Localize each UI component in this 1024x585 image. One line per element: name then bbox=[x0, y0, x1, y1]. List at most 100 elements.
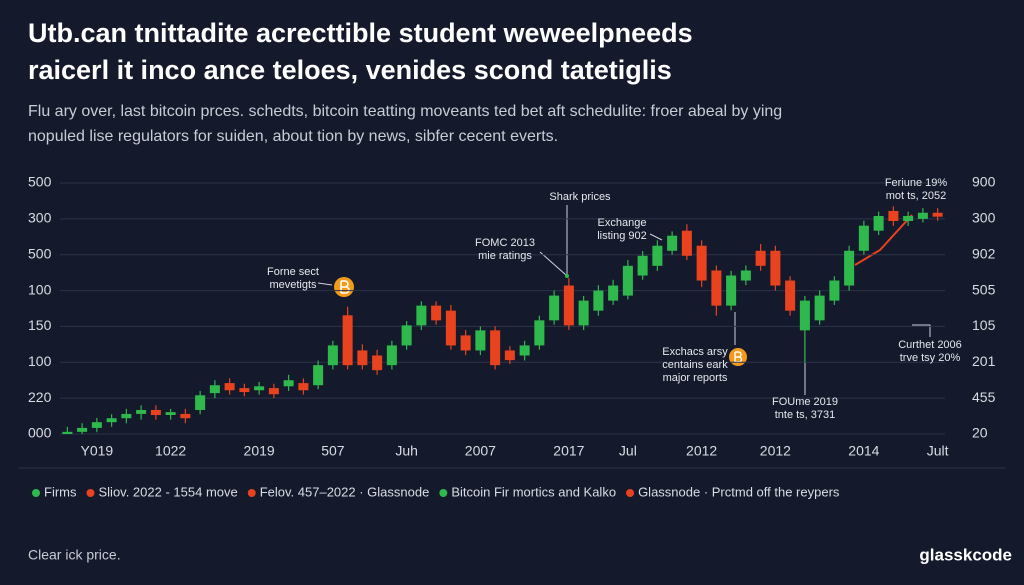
candle-body bbox=[534, 320, 545, 346]
candle-body bbox=[858, 225, 869, 251]
x-tick-label: 2014 bbox=[848, 443, 879, 459]
x-tick-label: Jult bbox=[927, 443, 949, 459]
candle-body bbox=[386, 345, 397, 366]
candle-body bbox=[401, 325, 412, 346]
y-tick-label: 220 bbox=[28, 389, 52, 405]
candle-body bbox=[681, 230, 692, 256]
subtitle-line: Flu ary over, last bitcoin prces. schedt… bbox=[28, 103, 782, 120]
candle-body bbox=[873, 215, 884, 231]
candle-body bbox=[416, 305, 427, 326]
candle-body bbox=[711, 270, 722, 306]
x-tick-label: Y019 bbox=[81, 443, 114, 459]
candle-body bbox=[519, 345, 530, 356]
annotation: trve tsy 20% bbox=[900, 352, 961, 364]
candle-body bbox=[445, 310, 456, 346]
candle-body bbox=[549, 295, 560, 321]
candle-body bbox=[224, 383, 235, 391]
legend-label: Glassnode · Prctmd off the reypers bbox=[638, 484, 840, 499]
annotation: Curthet 2006 bbox=[898, 339, 962, 351]
legend-label: Firms bbox=[44, 484, 77, 499]
candle-body bbox=[342, 315, 353, 366]
marker-dot bbox=[565, 274, 569, 278]
legend-label: Bitcoin Fir mortics and Kalko bbox=[451, 484, 616, 499]
candle-body bbox=[608, 285, 619, 301]
candle-body bbox=[313, 365, 324, 386]
x-tick-label: 2019 bbox=[244, 443, 275, 459]
annotation: major reports bbox=[663, 372, 728, 384]
candle-body bbox=[696, 245, 707, 281]
annotation: Exchange bbox=[598, 217, 647, 229]
x-tick-label: 2012 bbox=[760, 443, 791, 459]
candle-body bbox=[106, 418, 117, 423]
annotation: tnte ts, 3731 bbox=[775, 409, 836, 421]
candle-body bbox=[254, 386, 265, 391]
x-tick-label: 1022 bbox=[155, 443, 186, 459]
candle-body bbox=[475, 330, 486, 351]
trend-line bbox=[854, 214, 913, 266]
y2-tick-label: 300 bbox=[972, 210, 996, 226]
legend-label: Felov. 457–2022 · Glassnode bbox=[260, 484, 430, 499]
candle-body bbox=[637, 255, 648, 276]
candle-body bbox=[62, 431, 73, 434]
y2-tick-label: 201 bbox=[972, 353, 996, 369]
annotation: mevetigts bbox=[269, 279, 317, 291]
annotation: Feriune 19% bbox=[885, 177, 948, 189]
candle-body bbox=[121, 413, 132, 419]
candle-body bbox=[357, 350, 368, 366]
candle-body bbox=[431, 305, 442, 321]
y-tick-label: 150 bbox=[28, 317, 52, 333]
candle-body bbox=[136, 409, 147, 414]
candle-body bbox=[888, 210, 899, 222]
annotation: Forne sect bbox=[267, 266, 319, 278]
candle-body bbox=[622, 265, 633, 296]
candle-body bbox=[917, 212, 928, 219]
y2-tick-label: 105 bbox=[972, 317, 996, 333]
y-tick-label: 100 bbox=[28, 281, 52, 297]
y2-tick-label: 20 bbox=[972, 425, 988, 441]
candle-body bbox=[165, 412, 176, 415]
candle-body bbox=[667, 235, 678, 251]
x-tick-label: Jul bbox=[619, 443, 637, 459]
annotation: centains eark bbox=[662, 359, 728, 371]
candle-body bbox=[652, 245, 663, 266]
candle-body bbox=[150, 409, 161, 415]
y-tick-label: 000 bbox=[28, 425, 52, 441]
y-tick-label: 100 bbox=[28, 353, 52, 369]
y2-tick-label: 455 bbox=[972, 389, 996, 405]
candle-body bbox=[504, 350, 515, 361]
x-tick-label: Juh bbox=[395, 443, 418, 459]
candle-body bbox=[740, 270, 751, 281]
legend-dot bbox=[86, 489, 95, 497]
candle-body bbox=[490, 330, 501, 366]
candle-body bbox=[799, 300, 810, 331]
legend-dot bbox=[439, 489, 448, 497]
candle-body bbox=[726, 275, 737, 306]
legend-dot bbox=[626, 489, 635, 497]
annotation: listing 902 bbox=[597, 230, 647, 242]
brand: glasskcode bbox=[919, 545, 1012, 564]
candle-body bbox=[770, 250, 781, 286]
leader-line bbox=[649, 233, 663, 241]
candle-body bbox=[844, 250, 855, 286]
leader-line bbox=[912, 324, 931, 337]
annotation: Exchacs arsy bbox=[662, 346, 728, 358]
candle-body bbox=[298, 383, 309, 391]
x-tick-label: 2017 bbox=[553, 443, 584, 459]
decor bbox=[317, 205, 931, 395]
subtitle-line: nopuled lise regulators for suiden, abou… bbox=[28, 128, 558, 145]
legend-dot bbox=[32, 489, 40, 497]
footer: Clear ick price. bbox=[28, 547, 121, 563]
legend-dot bbox=[247, 489, 256, 497]
candle-body bbox=[268, 388, 279, 395]
candle-body bbox=[180, 413, 191, 419]
y2-tick-label: 902 bbox=[972, 245, 996, 261]
annotation: mie ratings bbox=[478, 250, 532, 262]
annotation: mot ts, 2052 bbox=[886, 190, 947, 202]
legend-label: Sliov. 2022 - 1554 move bbox=[99, 484, 238, 499]
candle-body bbox=[755, 250, 766, 266]
candle-body bbox=[814, 295, 825, 321]
candle-body bbox=[460, 335, 471, 351]
y-tick-label: 500 bbox=[28, 174, 52, 190]
candle-body bbox=[327, 345, 338, 366]
